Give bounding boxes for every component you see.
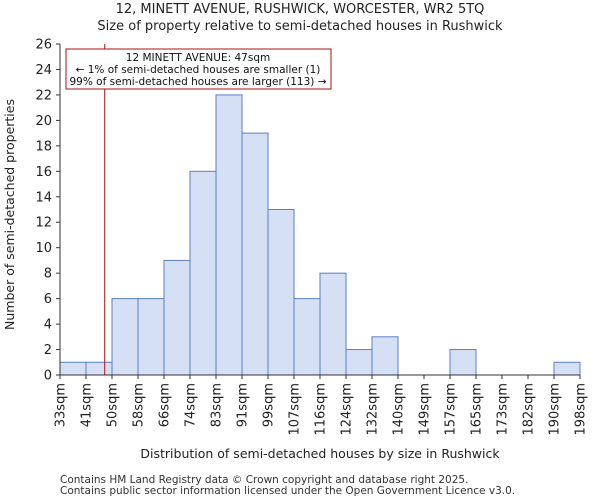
y-tick-label: 2 bbox=[44, 343, 52, 358]
y-axis-label: Number of semi-detached properties bbox=[2, 99, 17, 330]
x-tick-label: 149sqm bbox=[418, 383, 433, 436]
y-tick-label: 24 bbox=[35, 63, 52, 78]
x-tick-label: 99sqm bbox=[262, 383, 277, 427]
histogram-bar bbox=[215, 94, 243, 376]
y-tick-label: 14 bbox=[35, 190, 52, 205]
histogram-bar bbox=[371, 336, 399, 376]
footer-copyright: Contains HM Land Registry data © Crown c… bbox=[60, 474, 469, 486]
histogram-bar bbox=[449, 349, 477, 376]
x-tick-label: 66sqm bbox=[158, 383, 173, 427]
y-tick-label: 4 bbox=[44, 318, 52, 333]
annotation-box bbox=[65, 48, 332, 90]
y-tick-label: 6 bbox=[44, 292, 52, 307]
histogram-bar bbox=[189, 170, 217, 376]
x-tick-label: 140sqm bbox=[392, 383, 407, 436]
x-tick-label: 41sqm bbox=[80, 383, 95, 427]
y-tick-label: 10 bbox=[35, 241, 52, 256]
x-tick-label: 83sqm bbox=[210, 383, 225, 427]
histogram-bar bbox=[111, 298, 139, 376]
y-tick-label: 18 bbox=[35, 139, 52, 154]
histogram-bar bbox=[59, 361, 87, 376]
histogram-bar bbox=[267, 209, 295, 376]
histogram-bar bbox=[163, 259, 191, 376]
y-tick-label: 20 bbox=[35, 114, 52, 129]
y-tick-label: 16 bbox=[35, 165, 52, 180]
y-tick-label: 22 bbox=[35, 88, 52, 103]
x-tick-label: 182sqm bbox=[522, 383, 537, 436]
y-tick-label: 26 bbox=[35, 38, 52, 53]
histogram-bar bbox=[553, 361, 581, 376]
annotation-line: ← 1% of semi-detached houses are smaller… bbox=[76, 64, 321, 76]
x-tick-label: 74sqm bbox=[184, 383, 199, 427]
histogram-bar bbox=[293, 298, 321, 376]
x-tick-label: 91sqm bbox=[236, 383, 251, 427]
annotation-line: 99% of semi-detached houses are larger (… bbox=[70, 76, 327, 88]
y-tick-label: 0 bbox=[44, 369, 52, 384]
y-tick-label: 12 bbox=[35, 216, 52, 231]
x-tick-label: 107sqm bbox=[288, 383, 303, 436]
x-tick-label: 132sqm bbox=[366, 383, 381, 436]
x-tick-label: 165sqm bbox=[470, 383, 485, 436]
x-tick-label: 198sqm bbox=[574, 383, 589, 436]
histogram-bar bbox=[241, 132, 269, 376]
x-tick-label: 33sqm bbox=[54, 383, 69, 427]
chart-subtitle: Size of property relative to semi-detach… bbox=[97, 19, 503, 34]
x-tick-label: 116sqm bbox=[314, 383, 329, 436]
histogram-bar bbox=[85, 361, 113, 376]
x-tick-label: 58sqm bbox=[132, 383, 147, 427]
histogram-bar bbox=[345, 349, 373, 376]
annotation-line: 12 MINETT AVENUE: 47sqm bbox=[126, 52, 270, 64]
chart-title: 12, MINETT AVENUE, RUSHWICK, WORCESTER, … bbox=[115, 2, 485, 17]
x-axis-label: Distribution of semi-detached houses by … bbox=[140, 446, 500, 461]
footer-licence: Contains public sector information licen… bbox=[60, 485, 516, 497]
x-tick-label: 157sqm bbox=[444, 383, 459, 436]
histogram-bar bbox=[137, 298, 165, 376]
y-tick-label: 8 bbox=[44, 267, 52, 282]
x-tick-label: 190sqm bbox=[548, 383, 563, 436]
x-tick-label: 124sqm bbox=[340, 383, 355, 436]
histogram-bar bbox=[319, 272, 347, 376]
x-tick-label: 50sqm bbox=[106, 383, 121, 427]
x-tick-label: 173sqm bbox=[496, 383, 511, 436]
